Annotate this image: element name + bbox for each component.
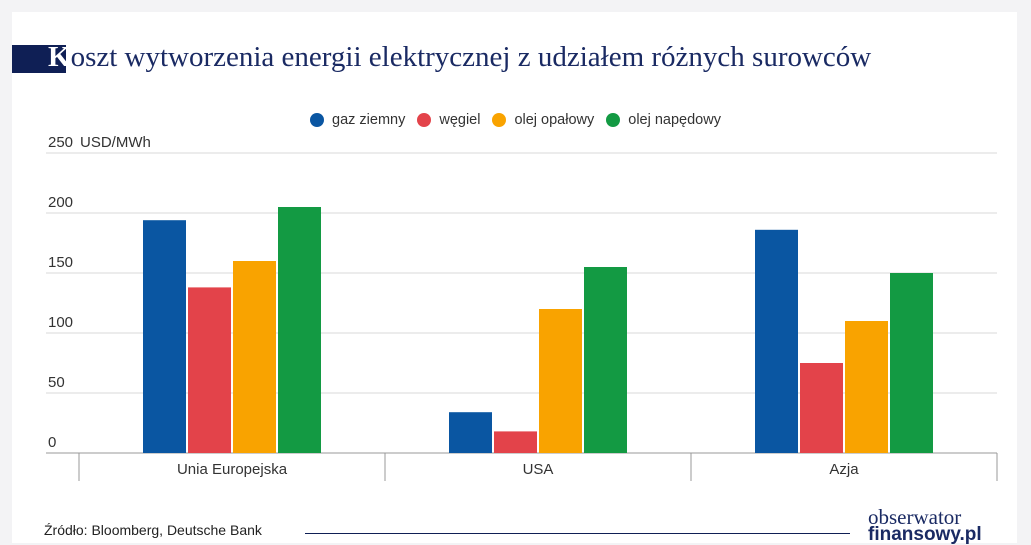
x-tick-label: Azja: [829, 461, 859, 478]
publisher-logo: obserwator finansowy.pl: [868, 505, 982, 545]
bar: [188, 287, 231, 453]
x-tick-label: Unia Europejska: [177, 461, 288, 478]
bar: [449, 412, 492, 453]
footer-divider: [305, 533, 850, 534]
legend-swatch: [492, 113, 507, 127]
source-note: Źródło: Bloomberg, Deutsche Bank: [44, 522, 262, 538]
bar: [494, 431, 537, 453]
bar: [539, 309, 582, 453]
bar: [143, 220, 186, 453]
legend-item-olej-opalowy: olej opałowy: [492, 112, 594, 128]
chart-title: Koszt wytworzenia energii elektrycznej z…: [48, 40, 871, 74]
logo-line-1: obserwator: [868, 505, 962, 529]
legend-item-wegiel: węgiel: [417, 112, 480, 128]
x-tick-label: USA: [523, 461, 554, 478]
title-text: oszt wytworzenia energii elektrycznej z …: [70, 41, 872, 73]
legend-item-olej-napedowy: olej napędowy: [606, 112, 721, 128]
legend-swatch: [606, 113, 621, 127]
legend-item-gaz-ziemny: gaz ziemny: [310, 112, 405, 128]
y-tick-label: 150: [48, 254, 73, 271]
title-first-letter: K: [48, 41, 71, 73]
y-tick-label: 100: [48, 314, 73, 331]
legend: gaz ziemny węgiel olej opałowy olej napę…: [0, 112, 1031, 128]
bar: [845, 321, 888, 453]
y-tick-label: 0: [48, 434, 56, 451]
bar: [278, 207, 321, 453]
y-tick-label: 50: [48, 374, 65, 391]
legend-swatch: [310, 113, 324, 127]
y-tick-label: 200: [48, 194, 73, 211]
bar: [890, 273, 933, 453]
bar: [755, 229, 798, 453]
bar: [800, 363, 843, 453]
legend-label: olej napędowy: [628, 112, 721, 128]
legend-label: olej opałowy: [514, 112, 595, 128]
y-tick-label: 250: [48, 134, 73, 151]
logo-line-2: finansowy.pl: [868, 524, 982, 545]
bar: [584, 267, 627, 453]
y-axis-unit-label: USD/MWh: [80, 134, 151, 151]
legend-label: gaz ziemny: [332, 112, 406, 128]
legend-label: węgiel: [439, 112, 481, 128]
bar: [233, 261, 276, 453]
legend-swatch: [417, 113, 432, 127]
title-accent-bar: [12, 45, 66, 73]
